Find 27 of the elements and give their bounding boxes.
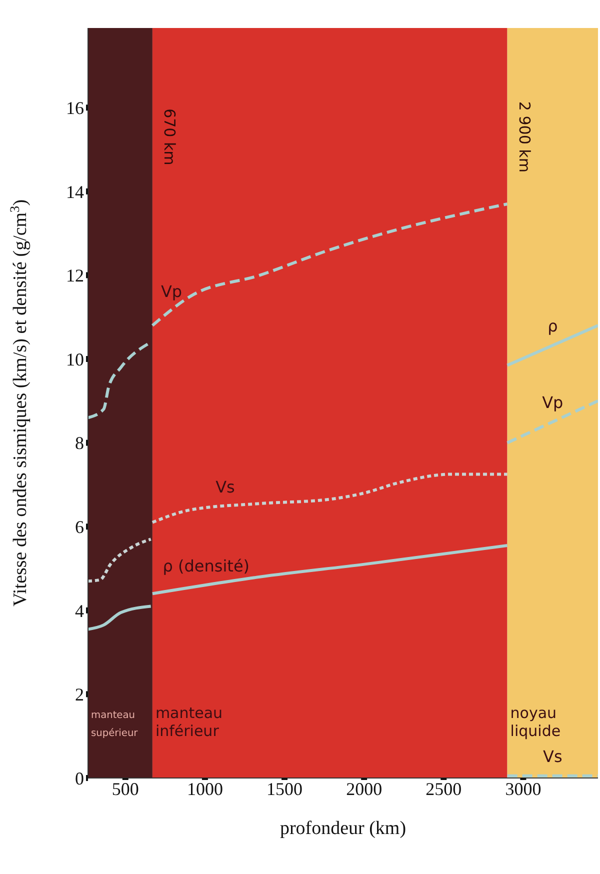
- y-tick-label: 4: [75, 600, 84, 621]
- annotation: 2 900 km: [515, 101, 534, 172]
- x-tick-label: 500: [112, 778, 139, 799]
- y-tick-label: 2: [75, 684, 84, 705]
- series-label: Vp: [160, 282, 182, 301]
- y-tick-label: 0: [75, 768, 84, 788]
- series-label: ρ (densité): [162, 556, 250, 576]
- series-label: ρ: [548, 316, 558, 336]
- x-tick-label: 1500: [266, 778, 303, 799]
- x-tick-label: 1000: [186, 778, 223, 799]
- annotation: 670 km: [160, 108, 178, 166]
- y-tick-label: 16: [66, 98, 84, 118]
- x-axis-title: profondeur (km): [280, 818, 406, 839]
- x-tick-label: 2000: [346, 778, 382, 799]
- y-tick-label: 14: [66, 182, 84, 202]
- series-label: Vp: [542, 392, 564, 412]
- y-tick-label: 6: [75, 516, 84, 537]
- band-label: noyau liquide: [510, 704, 561, 740]
- x-tick-label: 2500: [426, 778, 462, 799]
- y-tick-label: 12: [66, 266, 84, 286]
- y-tick-label: 8: [75, 433, 84, 454]
- y-tick-label: 10: [66, 349, 84, 370]
- band-label: manteau supérieur: [91, 710, 139, 739]
- series-label: Vs: [216, 478, 235, 497]
- series-label: Vs: [543, 746, 562, 766]
- x-tick-label: 3000: [505, 778, 542, 799]
- band-label: manteau inférieur: [155, 704, 223, 740]
